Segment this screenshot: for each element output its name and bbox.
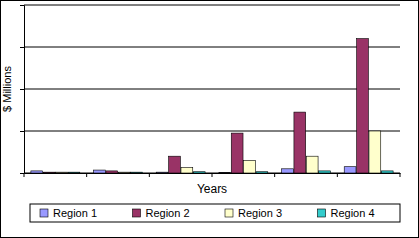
bar	[231, 133, 243, 173]
bar	[306, 156, 318, 173]
y-tick	[20, 131, 24, 132]
bar	[369, 131, 381, 173]
bar	[256, 172, 268, 173]
grid-line	[24, 89, 400, 90]
y-tick-mark	[20, 5, 24, 6]
bar	[106, 171, 118, 173]
bar	[319, 171, 331, 173]
x-separator	[400, 173, 401, 177]
legend-box	[30, 204, 400, 222]
legend-swatch	[225, 209, 233, 217]
bars	[31, 39, 393, 173]
bar	[344, 167, 356, 173]
y-tick	[20, 173, 24, 174]
y-tick-mark	[20, 173, 24, 174]
x-separator	[86, 173, 87, 177]
legend: Region 1 Region 2 Region 3 Region 4	[30, 204, 400, 222]
legend-swatch	[318, 209, 326, 217]
grid-line	[24, 5, 400, 6]
y-tick-mark	[20, 47, 24, 48]
x-separator	[212, 173, 213, 177]
bar	[219, 172, 231, 173]
y-axis-title: $ Millions	[1, 66, 13, 112]
y-tick	[20, 5, 24, 6]
bar	[131, 172, 143, 173]
legend-swatch	[133, 209, 141, 217]
bar	[31, 171, 43, 173]
legend-label: Region 4	[331, 207, 375, 219]
bar	[381, 171, 393, 173]
x-separators	[24, 173, 400, 177]
bar	[294, 112, 306, 173]
bar	[68, 172, 80, 173]
bar	[56, 172, 68, 173]
bar	[94, 170, 106, 173]
x-separator	[337, 173, 338, 177]
x-axis-title: Years	[197, 182, 227, 196]
bar	[156, 172, 168, 173]
y-axis	[20, 6, 25, 174]
bar	[282, 169, 294, 173]
y-tick-mark	[20, 131, 24, 132]
legend-label: Region 2	[146, 207, 190, 219]
y-tick	[20, 89, 24, 90]
legend-label: Region 3	[238, 207, 282, 219]
bar	[169, 156, 181, 173]
chart: Years$ MillionsRegion 1Region 2Region 3R…	[0, 0, 419, 238]
y-tick-mark	[20, 89, 24, 90]
y-tick	[20, 47, 24, 48]
chart-border	[1, 1, 419, 238]
x-separator	[24, 173, 25, 177]
bar	[244, 160, 256, 173]
bar	[357, 39, 369, 173]
grid	[24, 5, 400, 173]
x-separator	[274, 173, 275, 177]
bar	[43, 172, 55, 173]
grid-line	[24, 131, 400, 132]
legend-swatch	[40, 209, 48, 217]
legend-label: Region 1	[53, 207, 97, 219]
x-separator	[149, 173, 150, 177]
bar	[193, 172, 205, 173]
bar	[118, 172, 130, 173]
grid-line	[24, 47, 400, 48]
y-axis-line	[20, 6, 25, 174]
bar	[181, 168, 193, 173]
